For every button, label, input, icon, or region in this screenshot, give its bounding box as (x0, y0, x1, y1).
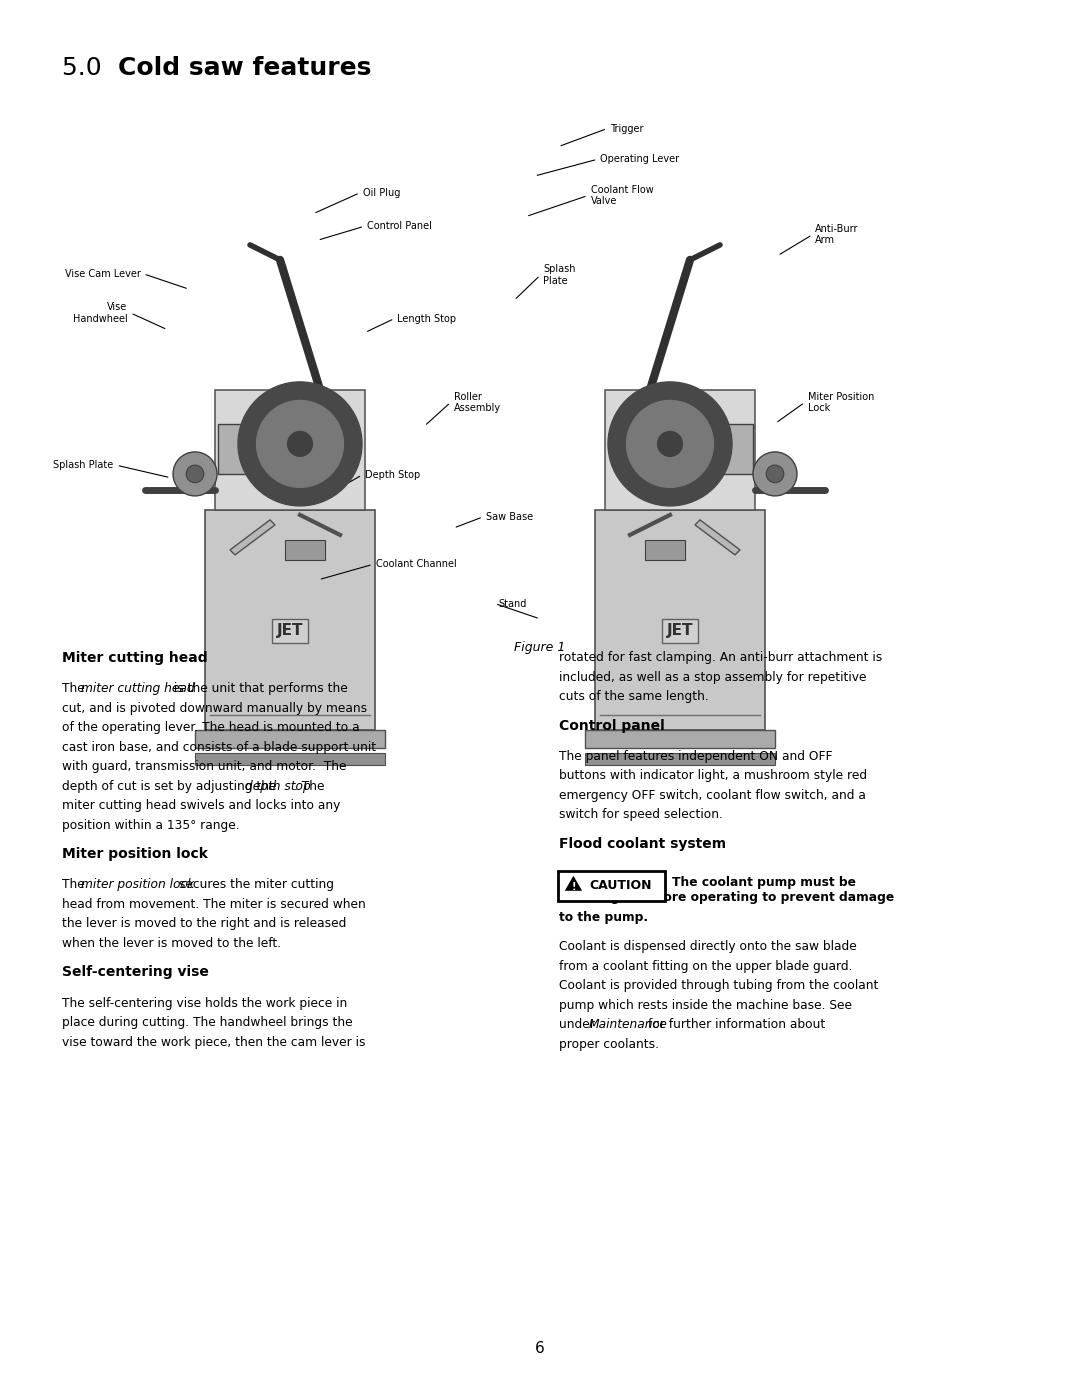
Text: Stand: Stand (498, 598, 526, 609)
Text: Roller
Assembly: Roller Assembly (454, 391, 501, 414)
Text: !: ! (571, 882, 576, 891)
Bar (195, 729, 384, 747)
Text: Figure 1: Figure 1 (514, 641, 566, 654)
Text: cast iron base, and consists of a blade support unit: cast iron base, and consists of a blade … (62, 740, 376, 754)
Text: pump which rests inside the machine base. See: pump which rests inside the machine base… (559, 999, 852, 1011)
Text: cut, and is pivoted downward manually by means: cut, and is pivoted downward manually by… (62, 701, 367, 715)
Text: Coolant is provided through tubing from the coolant: Coolant is provided through tubing from … (559, 979, 879, 992)
Text: Vise
Handwheel: Vise Handwheel (72, 302, 127, 324)
Text: Splash Plate: Splash Plate (53, 460, 113, 471)
Circle shape (626, 401, 714, 488)
Text: Maintenance: Maintenance (590, 1018, 667, 1031)
Bar (645, 539, 685, 560)
Circle shape (257, 401, 343, 488)
Text: The coolant pump must be: The coolant pump must be (673, 876, 856, 888)
Text: Anti-Burr
Arm: Anti-Burr Arm (815, 224, 859, 246)
Circle shape (287, 432, 312, 457)
Bar (215, 390, 365, 510)
FancyBboxPatch shape (558, 870, 665, 901)
Text: of the operating lever. The head is mounted to a: of the operating lever. The head is moun… (62, 721, 360, 735)
Text: switch for speed selection.: switch for speed selection. (559, 809, 724, 821)
Text: miter cutting head swivels and locks into any: miter cutting head swivels and locks int… (62, 799, 340, 812)
Text: for further information about: for further information about (644, 1018, 825, 1031)
Text: Saw Base: Saw Base (486, 511, 534, 522)
Text: head from movement. The miter is secured when: head from movement. The miter is secured… (62, 898, 365, 911)
Text: 6: 6 (535, 1341, 545, 1356)
Text: Miter position lock: Miter position lock (62, 847, 207, 861)
Circle shape (238, 381, 362, 506)
Text: The: The (62, 879, 89, 891)
Text: Oil Plug: Oil Plug (363, 187, 401, 198)
Text: Cold saw features: Cold saw features (118, 56, 370, 80)
Text: from a coolant fitting on the upper blade guard.: from a coolant fitting on the upper blad… (559, 960, 853, 972)
Text: rotated for fast clamping. An anti-burr attachment is: rotated for fast clamping. An anti-burr … (559, 651, 882, 664)
Bar (585, 753, 775, 766)
Text: Flood coolant system: Flood coolant system (559, 837, 727, 851)
Text: Coolant Channel: Coolant Channel (376, 559, 457, 570)
Text: buttons with indicator light, a mushroom style red: buttons with indicator light, a mushroom… (559, 770, 867, 782)
Text: is the unit that performs the: is the unit that performs the (171, 682, 348, 696)
Text: included, as well as a stop assembly for repetitive: included, as well as a stop assembly for… (559, 671, 867, 683)
Text: . The: . The (294, 780, 325, 792)
Text: secures the miter cutting: secures the miter cutting (175, 879, 335, 891)
Polygon shape (565, 876, 582, 891)
Circle shape (766, 465, 784, 483)
Text: Miter Position
Lock: Miter Position Lock (808, 391, 874, 414)
Text: miter cutting head: miter cutting head (81, 682, 195, 696)
Text: position within a 135° range.: position within a 135° range. (62, 819, 239, 831)
Text: Coolant is dispensed directly onto the saw blade: Coolant is dispensed directly onto the s… (559, 940, 858, 953)
Text: to the pump.: to the pump. (559, 911, 649, 923)
Text: The self-centering vise holds the work piece in: The self-centering vise holds the work p… (62, 996, 347, 1010)
Circle shape (658, 432, 683, 457)
Text: Operating Lever: Operating Lever (600, 154, 679, 165)
Text: place during cutting. The handwheel brings the: place during cutting. The handwheel brin… (62, 1016, 352, 1030)
Circle shape (608, 381, 732, 506)
Bar (205, 510, 375, 729)
Text: JET: JET (666, 623, 693, 638)
Text: Depth Stop: Depth Stop (365, 469, 420, 481)
Text: JET: JET (276, 623, 303, 638)
Bar (195, 753, 384, 766)
Text: CAUTION: CAUTION (590, 879, 652, 893)
Text: depth of cut is set by adjusting the: depth of cut is set by adjusting the (62, 780, 280, 792)
Text: Miter cutting head: Miter cutting head (62, 651, 207, 665)
Text: The panel features independent ON and OFF: The panel features independent ON and OF… (559, 750, 833, 763)
Text: submerged before operating to prevent damage: submerged before operating to prevent da… (559, 891, 894, 904)
Text: the lever is moved to the right and is released: the lever is moved to the right and is r… (62, 918, 346, 930)
Text: miter position lock: miter position lock (81, 879, 194, 891)
Text: Length Stop: Length Stop (397, 313, 457, 324)
Text: Control Panel: Control Panel (367, 221, 432, 232)
Bar (605, 390, 755, 510)
Circle shape (753, 451, 797, 496)
Text: depth stop: depth stop (245, 780, 310, 792)
Polygon shape (696, 520, 740, 555)
Bar (585, 729, 775, 747)
Polygon shape (230, 520, 275, 555)
Text: Trigger: Trigger (610, 123, 644, 134)
Text: under: under (559, 1018, 599, 1031)
Bar (595, 510, 765, 729)
Text: proper coolants.: proper coolants. (559, 1038, 660, 1051)
Text: vise toward the work piece, then the cam lever is: vise toward the work piece, then the cam… (62, 1035, 365, 1049)
Text: when the lever is moved to the left.: when the lever is moved to the left. (62, 937, 281, 950)
Bar (717, 423, 753, 474)
Bar (217, 423, 253, 474)
Text: Splash
Plate: Splash Plate (543, 264, 576, 286)
Text: Self-centering vise: Self-centering vise (62, 965, 208, 979)
Text: The: The (62, 682, 89, 696)
Circle shape (186, 465, 204, 483)
Text: with guard, transmission unit, and motor.  The: with guard, transmission unit, and motor… (62, 760, 346, 773)
Text: emergency OFF switch, coolant flow switch, and a: emergency OFF switch, coolant flow switc… (559, 789, 866, 802)
Text: 5.0: 5.0 (62, 56, 118, 80)
Text: Control panel: Control panel (559, 718, 665, 732)
Text: Vise Cam Lever: Vise Cam Lever (65, 268, 140, 279)
Text: cuts of the same length.: cuts of the same length. (559, 690, 710, 703)
Circle shape (173, 451, 217, 496)
Bar (285, 539, 325, 560)
Text: Coolant Flow
Valve: Coolant Flow Valve (591, 184, 653, 207)
